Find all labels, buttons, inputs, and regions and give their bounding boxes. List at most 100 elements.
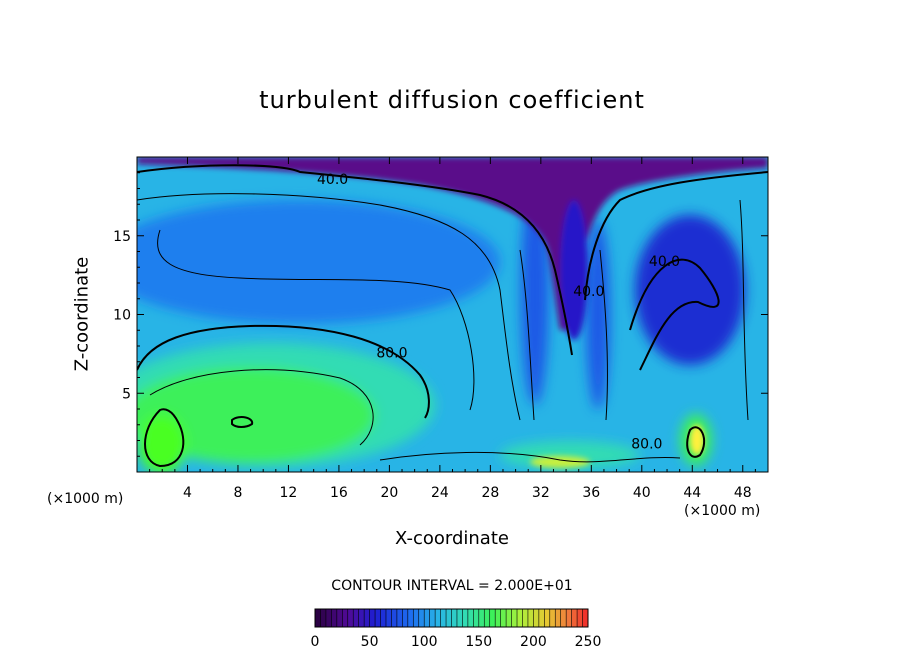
colorbar-cell — [369, 609, 376, 627]
colorbar-cell — [473, 609, 480, 627]
colorbar-cell — [364, 609, 370, 627]
contour-40-main — [137, 164, 573, 356]
colorbar-cell — [413, 609, 420, 627]
colorbar-cell — [484, 609, 491, 627]
contour-label-2: 40.0 — [573, 284, 604, 300]
upper-blue-region — [137, 200, 500, 324]
colorbar-tick-label: 0 — [311, 634, 320, 650]
x-tick-label: 4 — [183, 485, 192, 501]
contour-label-1: 80.0 — [376, 345, 407, 361]
contour-label-4: 80.0 — [631, 437, 662, 453]
x-tick-label: 24 — [431, 485, 449, 501]
right-plume-band — [586, 220, 610, 410]
contour-label-3: 40.0 — [649, 254, 680, 270]
contour-lines — [137, 164, 768, 468]
colorbar-cell — [462, 609, 469, 627]
colorbar-labels: 0 50 100 150 200 250 — [311, 634, 602, 650]
x-tick-label: 28 — [481, 485, 499, 501]
colorbar-tick-label: 50 — [361, 634, 379, 650]
colorbar-cell — [347, 609, 354, 627]
colorbar-cell — [429, 609, 436, 627]
colorbar-cell — [325, 609, 332, 627]
colorbar-cell — [478, 609, 485, 627]
chart-title: turbulent diffusion coefficient — [259, 86, 645, 114]
colorbar-cell — [577, 609, 583, 627]
x-tick-label: 36 — [582, 485, 600, 501]
colorbar-tick-label: 100 — [411, 634, 438, 650]
colorbar-cell — [440, 609, 447, 627]
colorbar-cell — [566, 609, 573, 627]
colorbar-cell — [538, 609, 545, 627]
contour-thin-3 — [149, 369, 374, 446]
contour-label-0: 40.0 — [317, 172, 348, 188]
colorbar-cell — [375, 609, 381, 627]
x-tick-label: 48 — [734, 485, 752, 501]
contour-small-loop — [231, 416, 254, 428]
x-tick-label: 8 — [233, 485, 242, 501]
surface-yellow-band — [530, 456, 590, 468]
colorbar-cell — [506, 609, 512, 627]
colorbar-cell — [315, 609, 321, 627]
contour-thin-6 — [739, 199, 749, 421]
y-tick-label: 10 — [113, 308, 131, 324]
colorbar-cell — [418, 609, 425, 627]
lower-green-region-inner — [137, 367, 375, 463]
x-tick-label: 40 — [633, 485, 651, 501]
colorbar-cell — [522, 609, 529, 627]
contour-labels: 40.0 80.0 40.0 40.0 80.0 — [317, 172, 680, 453]
x-unit-right: (×1000 m) — [684, 503, 761, 519]
colorbar-cell — [424, 609, 431, 627]
colorbar-cell — [451, 609, 458, 627]
colorbar-cell — [582, 609, 589, 627]
right-surface-yellow-peak — [690, 425, 704, 455]
colorbar-cell — [549, 609, 556, 627]
colorbar-tick-label: 250 — [575, 634, 602, 650]
central-dark-core — [560, 200, 588, 340]
colorbar-cell — [446, 609, 452, 627]
contour-40-right — [584, 171, 768, 301]
contour-interval-label: CONTOUR INTERVAL = 2.000E+01 — [331, 578, 573, 594]
colorbar-cell — [456, 609, 463, 627]
contour-right-surface-peak — [686, 426, 706, 458]
colorbar-tick-label: 150 — [465, 634, 492, 650]
x-tick-label: 12 — [280, 485, 298, 501]
x-axis-ticks: 4 8 12 16 20 24 28 32 36 40 44 48 — [149, 157, 756, 501]
colorbar-cell — [380, 609, 387, 627]
y-axis-ticks: 5 10 15 — [113, 172, 768, 457]
colorbar-cell — [467, 609, 474, 627]
right-blue-region — [635, 215, 745, 365]
x-tick-label: 20 — [380, 485, 398, 501]
contour-80-main — [137, 324, 430, 419]
colorbar-cell — [402, 609, 409, 627]
colorbar-cell — [331, 609, 338, 627]
colorbar-frame — [314, 608, 589, 628]
colorbar-cell — [396, 609, 403, 627]
contour-thin-7 — [379, 451, 681, 463]
colorbar-cell — [544, 609, 551, 627]
colorbar-cell — [336, 609, 343, 627]
x-tick-label: 32 — [532, 485, 550, 501]
colorbar-cell — [560, 609, 567, 627]
colorbar-cell — [517, 609, 523, 627]
contour-thin-1 — [137, 193, 521, 421]
contour-thin-4 — [519, 249, 535, 421]
contour-thin-2 — [157, 229, 475, 411]
x-tick-label: 16 — [330, 485, 348, 501]
x-unit-left: (×1000 m) — [47, 491, 124, 507]
y-tick-label: 5 — [122, 386, 131, 402]
colorbar-cell — [527, 609, 534, 627]
contour-80-left-peak — [144, 408, 185, 468]
top-purple-region — [137, 157, 768, 330]
contour-40-right-lobe — [629, 258, 720, 371]
colorbar-cell — [511, 609, 518, 627]
heatmap-field — [137, 157, 768, 472]
colorbar-cell — [407, 609, 414, 627]
colorbar-cell — [495, 609, 502, 627]
colorbar-cell — [500, 609, 507, 627]
colorbar-cell — [555, 609, 562, 627]
x-tick-label: 44 — [683, 485, 701, 501]
y-tick-label: 15 — [113, 229, 131, 245]
colorbar-cell — [435, 609, 441, 627]
colorbar-tick-label: 200 — [520, 634, 547, 650]
